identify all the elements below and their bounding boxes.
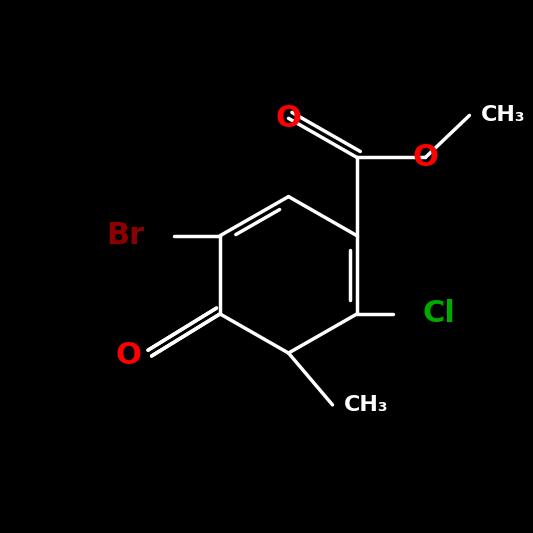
Text: O: O: [116, 342, 142, 370]
Text: O: O: [276, 104, 302, 133]
Text: CH₃: CH₃: [344, 395, 389, 415]
Text: CH₃: CH₃: [481, 106, 526, 125]
Text: Br: Br: [107, 221, 145, 250]
Text: Cl: Cl: [423, 300, 455, 328]
Text: O: O: [413, 143, 438, 172]
